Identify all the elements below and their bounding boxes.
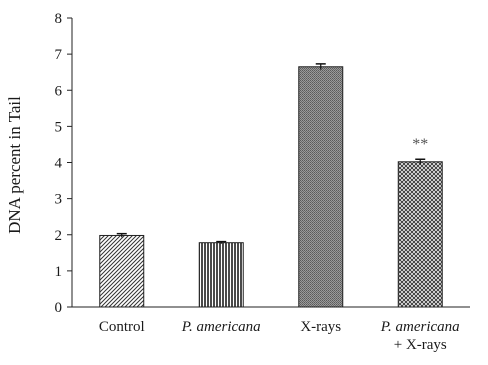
x-tick-label: P. americana bbox=[181, 319, 261, 335]
y-tick-label: 4 bbox=[55, 156, 63, 172]
x-tick-label: Control bbox=[99, 319, 145, 335]
y-tick-label: 5 bbox=[55, 119, 63, 135]
x-tick-label: X-rays bbox=[300, 319, 341, 335]
y-tick-label: 3 bbox=[55, 192, 63, 208]
x-tick-label: P. americana bbox=[380, 319, 460, 335]
bars-group bbox=[99, 66, 443, 308]
y-tick-label: 1 bbox=[55, 264, 63, 280]
x-axis-labels: Control P. americana X-rays P. americana + X… bbox=[99, 319, 460, 353]
y-tick-label: 2 bbox=[55, 228, 63, 244]
x-tick-label: + X-rays bbox=[394, 337, 447, 353]
y-tick-label: 7 bbox=[55, 47, 63, 63]
bar bbox=[198, 242, 244, 308]
y-axis-ticks: 0 1 2 3 4 5 6 7 8 bbox=[55, 11, 72, 316]
y-tick-label: 8 bbox=[55, 11, 63, 27]
bar bbox=[99, 234, 145, 308]
significance-annotation: ** bbox=[412, 136, 428, 153]
y-tick-label: 0 bbox=[55, 300, 63, 316]
error-bars-group bbox=[116, 63, 426, 244]
annotations-group: ** bbox=[412, 136, 428, 153]
y-axis-title: DNA percent in Tail bbox=[5, 96, 24, 234]
bar bbox=[298, 66, 344, 308]
y-tick-label: 6 bbox=[55, 83, 63, 99]
bar bbox=[397, 161, 443, 308]
